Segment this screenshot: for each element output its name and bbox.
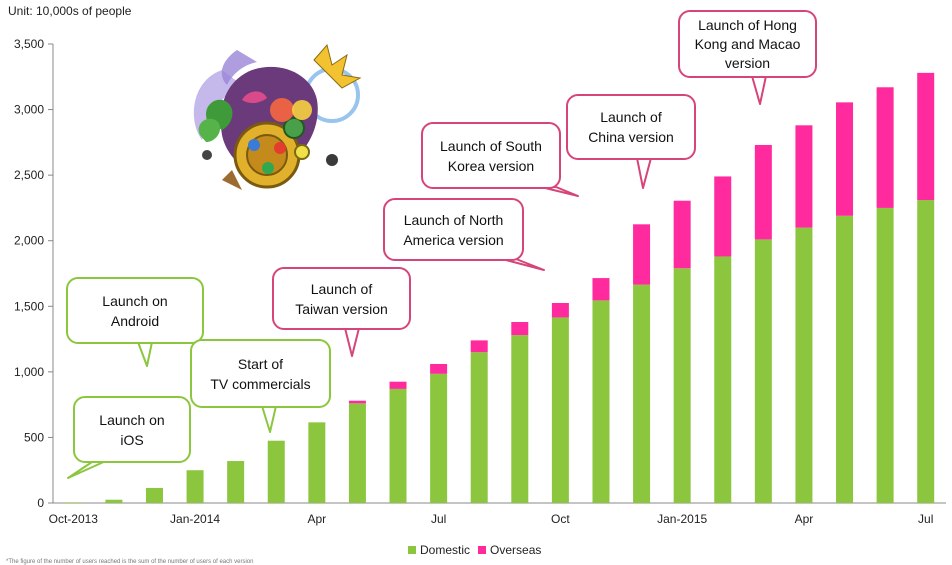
y-tick-label: 3,500 [14,37,44,51]
callout-taiwan: Launch of Taiwan version [272,267,411,330]
bar-overseas [673,200,691,269]
callout-north-america: Launch of North America version [383,198,524,261]
bar-domestic [511,335,529,503]
callout-pointer [751,75,767,105]
legend-item-overseas: Overseas [478,543,541,557]
bar-domestic [754,239,772,503]
bar-domestic [470,352,488,503]
bar-domestic [430,373,448,503]
x-tick-label: Jul [431,512,446,526]
legend-item-domestic: Domestic [408,543,470,557]
callout-hong-kong-macao: Launch of Hong Kong and Macao version [678,10,817,78]
callout-pointer [261,405,277,433]
legend-label-overseas: Overseas [490,543,542,557]
x-tick-label: Oct-2013 [49,512,99,526]
bar-domestic [145,487,163,503]
unit-label: Unit: 10,000s of people [8,4,132,18]
bar-domestic [836,215,854,503]
legend-swatch-overseas [478,546,487,554]
y-tick-label: 2,500 [14,168,44,182]
callout-launch-ios: Launch on iOS [73,396,191,463]
bar-overseas [836,102,854,216]
footnote: *The figure of the number of users reach… [6,559,254,565]
y-tick-label: 2,000 [14,234,44,248]
callout-pointer [137,341,153,367]
callout-pointer [344,327,360,357]
bar-domestic [186,470,204,503]
chart-legend: Domestic Overseas [408,543,541,557]
bar-domestic [389,388,407,503]
x-tick-label: Apr [795,512,814,526]
bar-domestic [267,440,285,503]
x-tick-label: Jan-2014 [170,512,220,526]
bar-domestic [105,499,123,503]
bar-overseas [714,176,732,257]
x-tick-label: Oct [551,512,570,526]
bar-domestic [227,461,245,503]
bar-overseas [917,72,935,201]
bar-overseas [348,400,366,404]
bar-domestic [592,300,610,503]
bar-domestic [795,227,813,503]
callout-launch-android: Launch on Android [66,277,204,344]
bar-overseas [389,381,407,389]
x-tick-label: Apr [307,512,326,526]
bar-domestic [348,403,366,503]
y-tick-label: 500 [24,430,44,444]
x-tick-label: Jan-2015 [657,512,707,526]
callout-china: Launch of China version [566,94,696,160]
bar-domestic [551,317,569,503]
bar-domestic [308,422,326,503]
bar-overseas [795,125,813,228]
bar-overseas [430,363,448,374]
callout-south-korea: Launch of South Korea version [421,122,561,189]
callout-tv-commercials: Start of TV commercials [190,339,331,408]
bar-domestic [673,268,691,503]
legend-swatch-domestic [408,546,416,554]
bar-overseas [551,303,569,318]
chart-bars [64,72,935,503]
bar-domestic [917,200,935,503]
bar-domestic [876,207,894,503]
callout-pointer [636,157,652,189]
bar-overseas [511,322,529,336]
bar-domestic [633,284,651,503]
bar-overseas [470,340,488,353]
y-tick-label: 3,000 [14,103,44,117]
bar-overseas [754,144,772,240]
chart-axes: 0 500 1,000 1,500 2,000 2,500 3,000 3,500 Oct-20… [14,37,946,526]
x-tick-label: Jul [918,512,933,526]
y-tick-label: 0 [37,496,44,510]
bar-domestic [64,502,82,503]
bar-overseas [876,87,894,208]
y-tick-label: 1,000 [14,365,44,379]
bar-domestic [714,256,732,503]
bar-overseas [633,224,651,285]
monster-character-illustration [193,43,362,190]
bar-overseas [592,278,610,301]
y-tick-label: 1,500 [14,299,44,313]
legend-label-domestic: Domestic [420,543,471,557]
